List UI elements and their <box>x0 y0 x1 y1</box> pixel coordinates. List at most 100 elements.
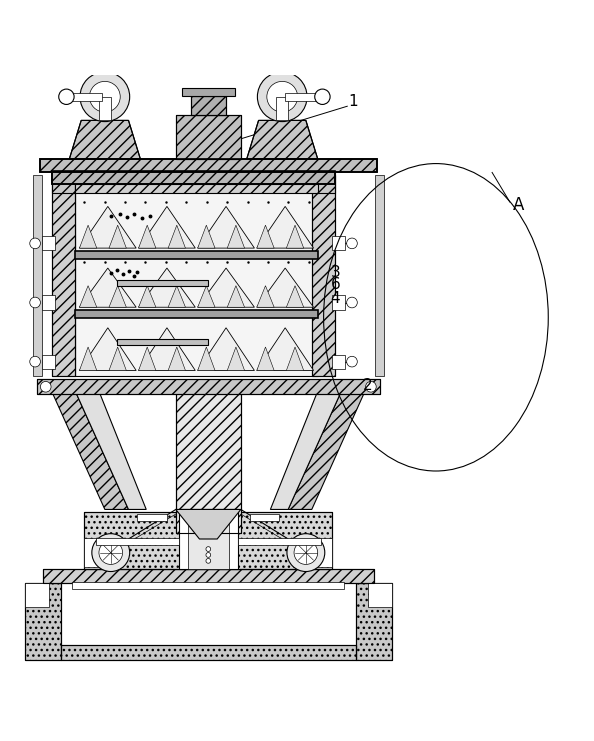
Bar <box>96 538 179 545</box>
Polygon shape <box>168 225 185 248</box>
Polygon shape <box>138 347 156 370</box>
Bar <box>176 391 241 533</box>
Bar <box>52 176 75 376</box>
Polygon shape <box>138 207 195 248</box>
Bar <box>356 583 391 660</box>
Polygon shape <box>228 286 245 308</box>
Bar <box>25 583 49 607</box>
Polygon shape <box>270 391 342 509</box>
Circle shape <box>365 382 376 392</box>
Circle shape <box>30 356 40 367</box>
Bar <box>312 176 336 376</box>
Circle shape <box>267 82 298 112</box>
Polygon shape <box>109 347 127 370</box>
Bar <box>84 539 116 567</box>
Bar <box>25 583 61 660</box>
Polygon shape <box>69 121 140 159</box>
Bar <box>43 568 374 583</box>
Bar <box>285 93 321 101</box>
Circle shape <box>347 238 358 249</box>
Text: 1: 1 <box>348 94 358 109</box>
Bar <box>116 339 208 345</box>
Bar <box>333 296 346 310</box>
Polygon shape <box>228 225 245 248</box>
Bar <box>42 354 55 369</box>
Polygon shape <box>138 328 195 370</box>
Polygon shape <box>75 391 146 509</box>
Circle shape <box>287 534 325 571</box>
Polygon shape <box>286 347 304 370</box>
Text: 3: 3 <box>330 265 340 280</box>
Polygon shape <box>228 347 245 370</box>
Polygon shape <box>286 286 304 308</box>
Circle shape <box>257 72 307 122</box>
Bar <box>72 582 345 589</box>
Bar <box>375 176 384 376</box>
Circle shape <box>99 541 122 565</box>
Polygon shape <box>80 286 97 308</box>
Bar <box>116 280 208 286</box>
Bar <box>333 354 346 369</box>
Polygon shape <box>198 328 254 370</box>
Polygon shape <box>257 225 274 248</box>
Bar <box>191 96 226 115</box>
Text: 2: 2 <box>363 378 373 393</box>
Polygon shape <box>138 268 195 308</box>
Polygon shape <box>198 347 215 370</box>
Bar <box>40 159 377 173</box>
Polygon shape <box>168 347 185 370</box>
Bar <box>75 185 318 193</box>
Polygon shape <box>109 286 127 308</box>
Bar <box>176 391 241 533</box>
Polygon shape <box>138 225 156 248</box>
Circle shape <box>206 547 211 551</box>
Bar <box>42 296 55 310</box>
Circle shape <box>59 89 74 104</box>
Circle shape <box>347 297 358 308</box>
Bar <box>249 514 279 521</box>
Bar <box>69 93 102 101</box>
Bar <box>368 583 391 607</box>
Bar <box>356 583 391 660</box>
Bar <box>99 97 110 121</box>
Circle shape <box>80 72 129 122</box>
Bar <box>312 176 336 376</box>
Polygon shape <box>138 286 156 308</box>
Polygon shape <box>257 347 274 370</box>
Circle shape <box>40 382 51 392</box>
Text: A: A <box>513 196 525 214</box>
Polygon shape <box>198 286 215 308</box>
Bar <box>176 115 241 159</box>
Bar <box>52 176 75 376</box>
Bar <box>188 509 229 568</box>
Bar <box>52 171 336 185</box>
Bar <box>61 645 356 660</box>
Polygon shape <box>257 268 314 308</box>
Bar <box>40 159 377 173</box>
Bar <box>37 379 380 394</box>
Bar <box>300 539 333 567</box>
Polygon shape <box>80 225 97 248</box>
Polygon shape <box>80 328 136 370</box>
Bar <box>84 512 333 568</box>
Bar <box>75 176 318 376</box>
Circle shape <box>30 297 40 308</box>
Polygon shape <box>52 391 128 509</box>
Bar <box>238 538 321 545</box>
Bar <box>182 88 235 96</box>
Polygon shape <box>257 207 314 248</box>
Polygon shape <box>80 268 136 308</box>
Bar <box>52 173 75 193</box>
Bar <box>61 645 356 660</box>
Bar <box>75 251 318 259</box>
Polygon shape <box>109 225 127 248</box>
Polygon shape <box>80 347 97 370</box>
Polygon shape <box>247 121 318 159</box>
Circle shape <box>92 534 129 571</box>
Circle shape <box>90 82 120 112</box>
Bar <box>33 176 42 376</box>
Bar <box>37 379 380 394</box>
Polygon shape <box>198 268 254 308</box>
Bar <box>333 236 346 250</box>
Circle shape <box>206 559 211 563</box>
